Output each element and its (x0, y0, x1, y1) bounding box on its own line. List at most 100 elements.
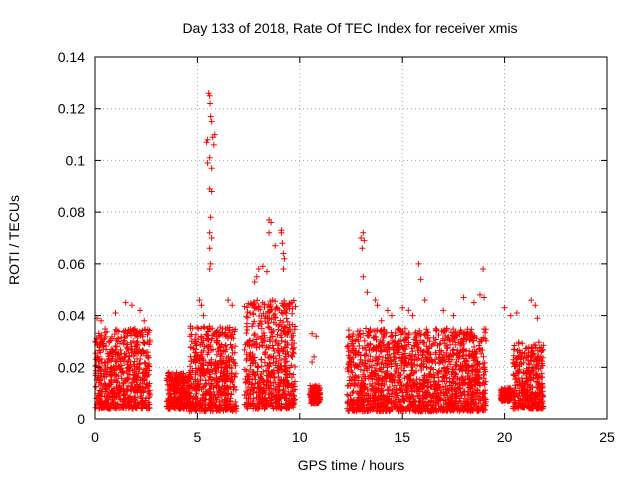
data-point (396, 355, 403, 362)
data-point (106, 350, 112, 357)
data-point (198, 302, 205, 309)
data-point (406, 398, 413, 405)
data-point (204, 351, 211, 358)
data-point (471, 389, 478, 396)
data-point (362, 352, 369, 359)
data-point (357, 334, 364, 341)
data-point (420, 380, 427, 387)
data-point (106, 380, 113, 387)
data-point (204, 160, 211, 166)
data-point (120, 380, 126, 387)
data-point (441, 352, 448, 358)
data-point (105, 359, 112, 366)
data-point (141, 377, 148, 384)
data-point (281, 297, 288, 304)
data-point (280, 250, 287, 257)
data-point (372, 333, 379, 340)
data-point (461, 332, 468, 338)
data-point (264, 314, 271, 321)
data-point (204, 362, 211, 369)
data-point (385, 357, 392, 364)
data-point (178, 387, 184, 394)
data-point (450, 401, 457, 408)
data-point (417, 331, 424, 338)
data-point (201, 383, 207, 390)
data-point (96, 347, 103, 354)
data-point (253, 340, 260, 347)
data-point (120, 396, 127, 403)
data-point (117, 366, 124, 373)
data-point (349, 333, 356, 340)
data-point (258, 375, 265, 382)
data-point (214, 337, 221, 344)
data-point (216, 388, 223, 395)
data-point (374, 302, 381, 309)
data-point (392, 342, 398, 349)
data-point (274, 342, 281, 349)
data-point (431, 356, 438, 363)
data-point (375, 393, 382, 400)
data-point (260, 329, 267, 336)
data-point (278, 357, 284, 363)
data-point (354, 328, 361, 335)
data-point (193, 400, 200, 407)
data-point (98, 381, 105, 388)
data-point (98, 317, 105, 324)
data-point (415, 260, 422, 267)
data-point (207, 326, 213, 333)
data-point (384, 400, 391, 407)
data-point (478, 336, 485, 343)
data-point (413, 340, 420, 346)
data-point (518, 387, 525, 394)
data-point (251, 332, 258, 339)
data-point (287, 364, 293, 371)
data-point (387, 406, 394, 413)
data-point (187, 344, 194, 351)
data-point (206, 266, 213, 272)
data-point (358, 235, 365, 241)
data-point (355, 405, 362, 412)
data-point (528, 297, 535, 304)
data-point (225, 297, 232, 304)
data-point (424, 357, 431, 364)
data-point (97, 341, 104, 348)
data-point (112, 371, 119, 378)
data-point (480, 364, 487, 371)
data-point (251, 304, 258, 311)
data-point (193, 346, 200, 353)
data-point (378, 317, 385, 324)
data-point (199, 391, 206, 398)
data-point (505, 396, 512, 403)
data-point (360, 273, 367, 280)
data-point (466, 381, 473, 388)
data-point (352, 351, 359, 357)
data-point (198, 334, 205, 341)
data-point (395, 369, 402, 376)
data-point (313, 333, 320, 340)
data-point (480, 266, 487, 272)
data-point (213, 374, 220, 381)
data-point (440, 374, 447, 380)
data-point (423, 387, 430, 394)
data-point (530, 341, 537, 348)
data-point (260, 310, 267, 317)
data-point (187, 363, 194, 370)
data-point (271, 374, 278, 380)
data-point (440, 307, 447, 314)
data-point (203, 335, 210, 342)
data-point (140, 388, 147, 395)
data-point (460, 348, 467, 355)
data-point (142, 360, 149, 367)
data-point (244, 339, 251, 346)
data-point (208, 337, 215, 344)
data-point (440, 390, 447, 397)
data-point (208, 165, 215, 172)
data-point (180, 390, 187, 397)
data-point (179, 384, 186, 391)
data-point (512, 382, 518, 389)
data-point (481, 326, 487, 332)
data-point (433, 326, 440, 333)
data-point (276, 352, 283, 359)
data-point (214, 364, 221, 371)
data-point (358, 394, 365, 401)
